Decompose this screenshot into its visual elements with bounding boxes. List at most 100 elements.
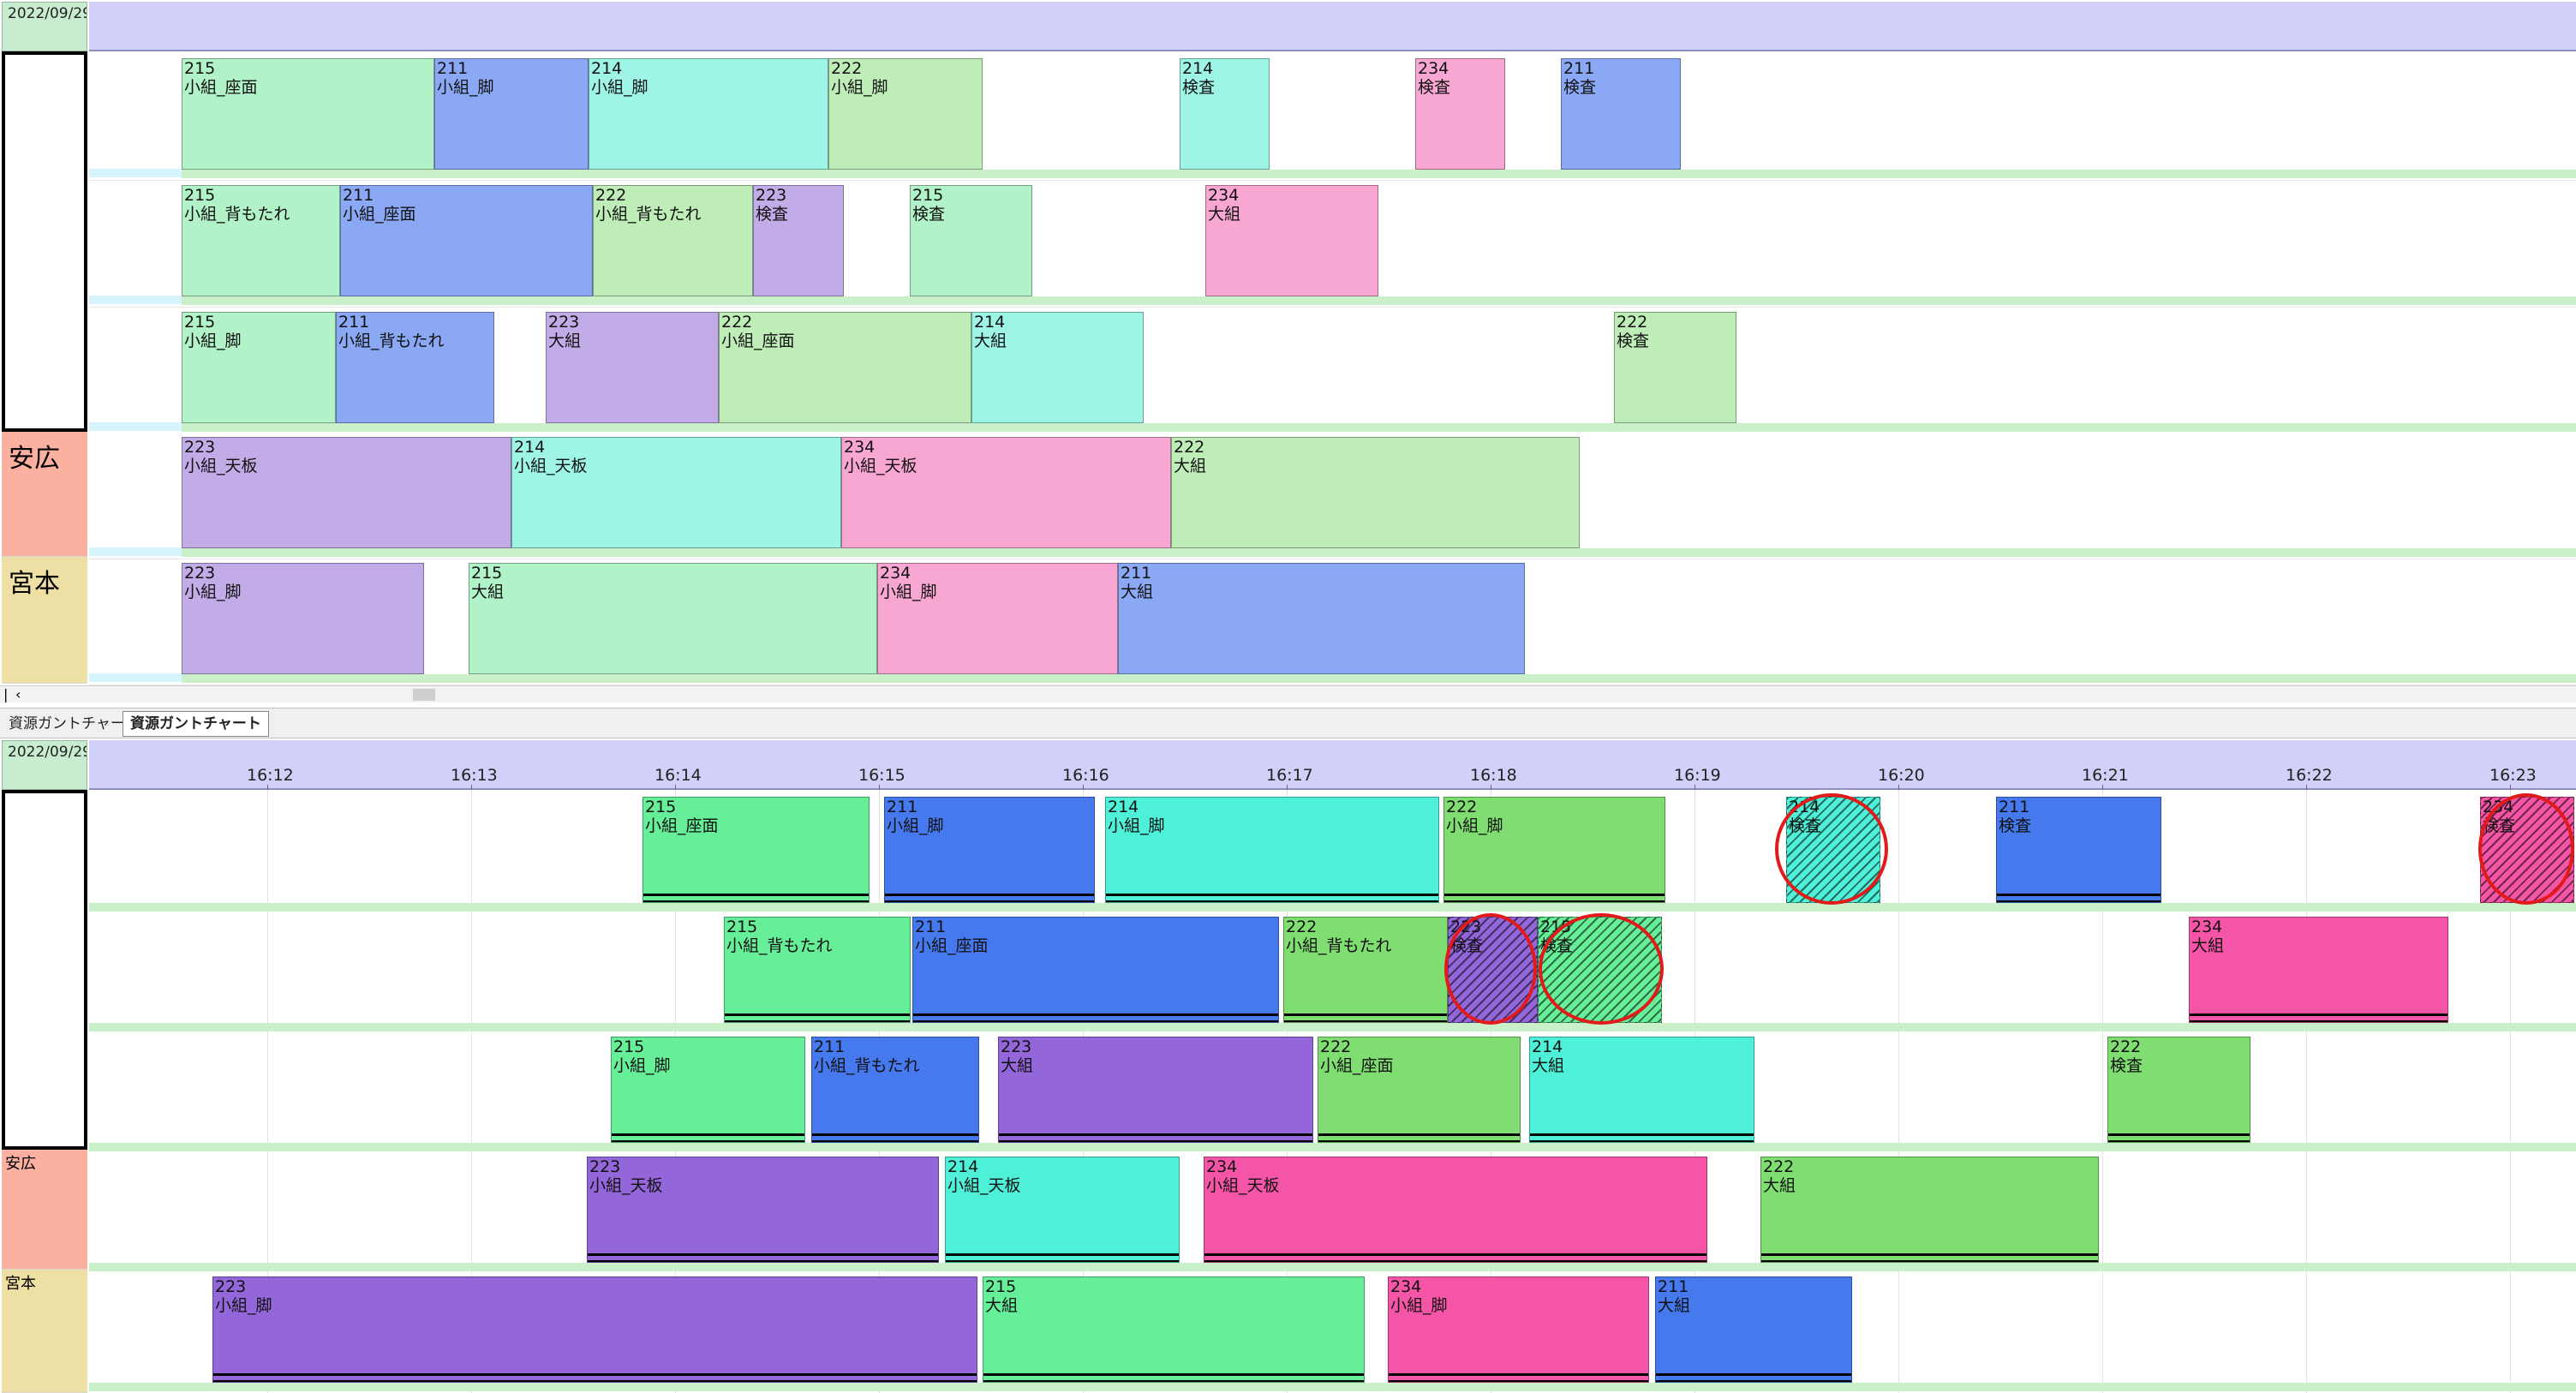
top-resource-cell[interactable]: 宮本 <box>2 557 87 684</box>
task-bar[interactable]: 211 小組_座面 <box>912 917 1279 1023</box>
task-bar[interactable]: 223 小組_天板 <box>587 1157 939 1263</box>
task-id: 222 <box>831 59 863 78</box>
task-name: 小組_天板 <box>514 457 588 475</box>
task-bar[interactable]: 214 小組_脚 <box>589 58 828 170</box>
bottom-resource-cell[interactable] <box>2 790 87 1150</box>
task-bar[interactable]: 211 大組 <box>1118 563 1525 674</box>
task-bar[interactable]: 222 小組_脚 <box>1443 797 1665 903</box>
task-name: 小組_背もたれ <box>184 205 290 224</box>
progress-bars <box>913 1013 1278 1022</box>
task-id: 222 <box>1320 1037 1352 1056</box>
task-bar[interactable]: 214 検査 <box>1180 58 1270 170</box>
task-bar[interactable]: 211 検査 <box>1996 797 2161 903</box>
task-id: 222 <box>1446 798 1478 816</box>
task-bar[interactable]: 234 小組_脚 <box>877 563 1118 674</box>
task-bar[interactable]: 215 大組 <box>983 1276 1365 1383</box>
scroll-thumb[interactable] <box>413 689 435 701</box>
task-bar[interactable]: 211 小組_座面 <box>340 185 593 296</box>
task-bar[interactable]: 222 大組 <box>1760 1157 2099 1263</box>
task-bar[interactable]: 223 小組_天板 <box>182 437 511 548</box>
time-tick-label: 16:19 <box>1674 766 1721 785</box>
task-bar[interactable]: 214 小組_天板 <box>511 437 841 548</box>
task-name: 小組_天板 <box>844 457 917 475</box>
task-name: 大組 <box>1001 1056 1034 1075</box>
task-id: 215 <box>985 1277 1017 1296</box>
top-resource-cell[interactable] <box>2 51 87 432</box>
top-timeline-header <box>89 2 2576 51</box>
top-lane-cyan-strip <box>89 169 182 177</box>
task-bar[interactable]: 214 小組_脚 <box>1105 797 1439 903</box>
task-bar[interactable]: 215 小組_背もたれ <box>724 917 911 1023</box>
resource-name <box>5 793 12 797</box>
progress-bars <box>812 1133 978 1142</box>
top-lane-2 <box>89 308 2576 434</box>
task-bar[interactable]: 211 検査 <box>1561 58 1681 170</box>
task-bar[interactable]: 222 大組 <box>1171 437 1580 548</box>
scroll-left-arrow[interactable]: ‹ <box>15 686 21 702</box>
bottom-resource-cell[interactable]: 宮本 <box>2 1270 87 1393</box>
task-name: 検査 <box>1617 332 1650 350</box>
task-bar[interactable]: 211 小組_脚 <box>884 797 1095 903</box>
task-name: 小組_座面 <box>915 936 989 955</box>
task-name: 小組_脚 <box>613 1056 671 1075</box>
task-bar[interactable]: 222 検査 <box>2107 1037 2250 1143</box>
task-bar[interactable]: 234 小組_天板 <box>1204 1157 1707 1263</box>
bottom-lane-green-strip <box>89 1263 2576 1271</box>
tab-resource-gantt-2[interactable]: 資源ガントチャート <box>123 711 269 737</box>
task-bar[interactable]: 215 小組_脚 <box>611 1037 805 1143</box>
task-id: 215 <box>184 186 216 205</box>
task-name: 小組_天板 <box>184 457 258 475</box>
task-bar[interactable]: 234 検査 <box>1415 58 1505 170</box>
task-bar[interactable]: 222 小組_背もたれ <box>1283 917 1448 1023</box>
task-bar[interactable]: 214 小組_天板 <box>945 1157 1180 1263</box>
task-bar[interactable]: 223 大組 <box>546 312 719 423</box>
tab-resource-gantt-1[interactable]: 資源ガントチャート <box>9 715 140 732</box>
time-tick-mark <box>471 785 472 790</box>
task-id: 222 <box>1174 438 1205 457</box>
top-lane-green-strip <box>182 674 2576 683</box>
task-bar[interactable]: 211 大組 <box>1655 1276 1852 1383</box>
task-name: 小組_座面 <box>645 816 719 835</box>
task-bar[interactable]: 214 大組 <box>971 312 1144 423</box>
task-name: 小組_座面 <box>721 332 795 350</box>
task-bar[interactable]: 215 小組_座面 <box>643 797 870 903</box>
task-bar[interactable]: 215 小組_座面 <box>182 58 434 170</box>
task-name: 小組_脚 <box>1108 816 1165 835</box>
top-horizontal-scrollbar[interactable]: | ‹ <box>0 685 2576 702</box>
task-bar[interactable]: 215 小組_脚 <box>182 312 336 423</box>
task-id: 223 <box>589 1157 621 1176</box>
progress-bars <box>1997 894 2161 902</box>
progress-bars <box>983 1373 1364 1382</box>
task-id: 222 <box>1617 313 1648 332</box>
task-bar[interactable]: 223 小組_脚 <box>182 563 424 674</box>
task-name: 大組 <box>1121 583 1154 601</box>
bottom-resource-cell[interactable]: 安広 <box>2 1150 87 1270</box>
task-bar[interactable]: 223 検査 <box>753 185 844 296</box>
task-bar[interactable]: 211 小組_背もたれ <box>811 1037 979 1143</box>
task-bar[interactable]: 215 大組 <box>469 563 877 674</box>
task-bar[interactable]: 234 大組 <box>1205 185 1378 296</box>
task-bar[interactable]: 215 小組_背もたれ <box>182 185 340 296</box>
task-bar[interactable]: 211 小組_背もたれ <box>336 312 494 423</box>
task-bar[interactable]: 234 小組_天板 <box>841 437 1171 548</box>
task-bar[interactable]: 222 小組_座面 <box>1318 1037 1521 1143</box>
task-name: 小組_脚 <box>831 78 888 97</box>
task-id: 234 <box>1208 186 1240 205</box>
task-bar[interactable]: 214 大組 <box>1529 1037 1754 1143</box>
task-bar[interactable]: 215 検査 <box>910 185 1032 296</box>
task-bar[interactable]: 223 大組 <box>998 1037 1313 1143</box>
task-bar[interactable]: 211 小組_脚 <box>434 58 589 170</box>
task-bar[interactable]: 234 小組_脚 <box>1388 1276 1649 1383</box>
task-id: 223 <box>548 313 580 332</box>
task-bar[interactable]: 234 大組 <box>2189 917 2448 1023</box>
top-lane-cyan-strip <box>89 673 182 682</box>
task-bar[interactable]: 223 小組_脚 <box>212 1276 977 1383</box>
top-resource-cell[interactable]: 安広 <box>2 432 87 557</box>
task-bar[interactable]: 222 検査 <box>1614 312 1736 423</box>
task-bar[interactable]: 222 小組_背もたれ <box>593 185 753 296</box>
highlight-circle <box>2478 793 2574 905</box>
task-bar[interactable]: 222 小組_座面 <box>719 312 971 423</box>
task-bar[interactable]: 222 小組_脚 <box>828 58 983 170</box>
resource-name: 安広 <box>5 1155 36 1173</box>
time-tick-label: 16:14 <box>654 766 702 785</box>
